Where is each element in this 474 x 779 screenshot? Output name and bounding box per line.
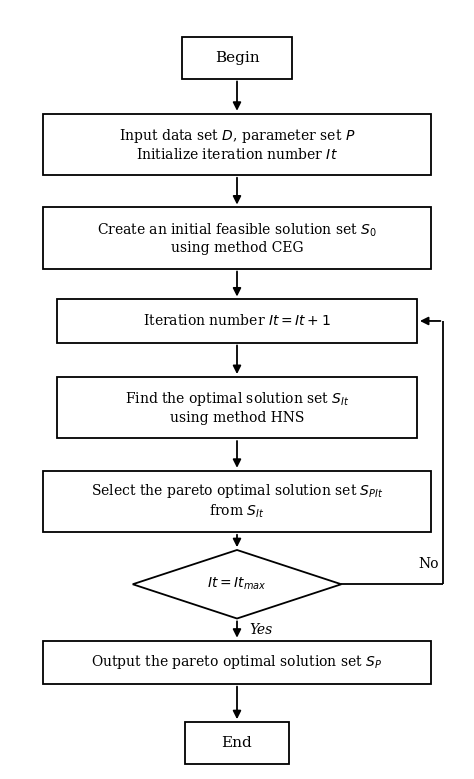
Bar bbox=[43, 640, 431, 684]
Bar bbox=[43, 471, 431, 532]
Text: $It = It_{max}$: $It = It_{max}$ bbox=[207, 576, 267, 593]
Bar bbox=[182, 37, 292, 79]
Text: Yes: Yes bbox=[249, 622, 272, 636]
Text: Select the pareto optimal solution set $S_{PIt}$
from $S_{It}$: Select the pareto optimal solution set $… bbox=[91, 482, 383, 520]
Text: Output the pareto optimal solution set $S_P$: Output the pareto optimal solution set $… bbox=[91, 653, 383, 671]
Text: Begin: Begin bbox=[215, 51, 259, 65]
Text: End: End bbox=[222, 736, 252, 750]
Text: Iteration number $It = It + 1$: Iteration number $It = It + 1$ bbox=[143, 313, 331, 329]
Polygon shape bbox=[133, 550, 341, 619]
Text: Create an initial feasible solution set $S_0$
using method CEG: Create an initial feasible solution set … bbox=[97, 221, 377, 255]
Bar bbox=[43, 114, 431, 175]
Bar bbox=[43, 207, 431, 269]
Bar bbox=[185, 722, 289, 764]
Text: No: No bbox=[418, 557, 438, 571]
Bar bbox=[57, 299, 417, 343]
Text: Input data set $D$, parameter set $P$
Initialize iteration number $It$: Input data set $D$, parameter set $P$ In… bbox=[119, 126, 355, 162]
Text: Find the optimal solution set $S_{It}$
using method HNS: Find the optimal solution set $S_{It}$ u… bbox=[125, 390, 349, 425]
Bar bbox=[57, 377, 417, 439]
